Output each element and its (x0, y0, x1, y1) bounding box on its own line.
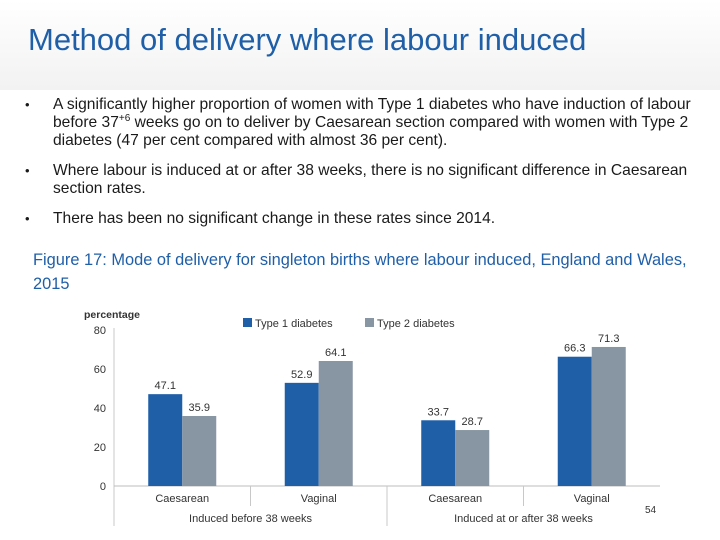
bullet-list: • A significantly higher proportion of w… (22, 96, 720, 240)
bullet-glyph: • (25, 97, 30, 112)
legend-label: Type 2 diabetes (377, 318, 455, 330)
bar-type-2-diabetes (591, 346, 626, 486)
bullet-glyph: • (25, 163, 30, 178)
slide-title: Method of delivery where labour induced (28, 22, 587, 57)
bullet-text-continued: weeks go on to deliver by Caesarean sect… (53, 114, 689, 149)
bullet-glyph: • (25, 211, 30, 226)
y-axis-label: percentage (84, 309, 140, 321)
group-label: Induced before 38 weeks (189, 513, 312, 525)
bullet-item: • A significantly higher proportion of w… (22, 96, 720, 150)
bar-chart: percentage 0 20 40 60 80 47.1 35.9 Caesarean 52.9… (84, 309, 660, 526)
data-label: 52.9 (291, 369, 312, 381)
bullet-superscript: +6 (118, 112, 131, 124)
data-label: 47.1 (155, 380, 176, 392)
bar-type-1-diabetes (557, 356, 592, 486)
data-label: 33.7 (428, 406, 449, 418)
y-tick-label: 0 (100, 481, 106, 493)
x-tick-label: Vaginal (301, 493, 337, 505)
data-label: 71.3 (598, 333, 619, 345)
bullet-item: • Where labour is induced at or after 38… (22, 162, 720, 198)
y-tick-label: 40 (94, 403, 106, 415)
x-tick-label: Vaginal (574, 493, 610, 505)
data-label: 35.9 (189, 402, 210, 414)
bar-type-1-diabetes (148, 394, 183, 486)
bar-type-1-diabetes (284, 382, 319, 486)
bullet-text: Where labour is induced at or after 38 w… (53, 162, 688, 197)
bullet-text: A significantly higher proportion of wom… (53, 96, 691, 131)
data-label: 66.3 (564, 343, 585, 355)
data-label: 64.1 (325, 347, 346, 359)
y-tick-label: 80 (94, 325, 106, 337)
legend-label: Type 1 diabetes (255, 318, 333, 330)
y-tick-label: 60 (94, 364, 106, 376)
group-label: Induced at or after 38 weeks (454, 513, 593, 525)
bullet-item: • There has been no significant change i… (22, 210, 720, 228)
legend-swatch (365, 318, 374, 327)
figure-caption: Figure 17: Mode of delivery for singleto… (33, 251, 687, 293)
title-band (0, 0, 720, 90)
legend-swatch (243, 318, 252, 327)
y-tick-label: 20 (94, 442, 106, 454)
bar-type-2-diabetes (318, 361, 353, 486)
bar-type-2-diabetes (182, 415, 217, 486)
x-tick-label: Caesarean (428, 493, 482, 505)
bullet-text: There has been no significant change in … (53, 210, 496, 227)
data-label: 28.7 (462, 416, 483, 428)
bar-type-2-diabetes (455, 430, 490, 486)
bar-type-1-diabetes (421, 420, 456, 486)
page-number: 54 (645, 505, 657, 516)
x-tick-label: Caesarean (155, 493, 209, 505)
